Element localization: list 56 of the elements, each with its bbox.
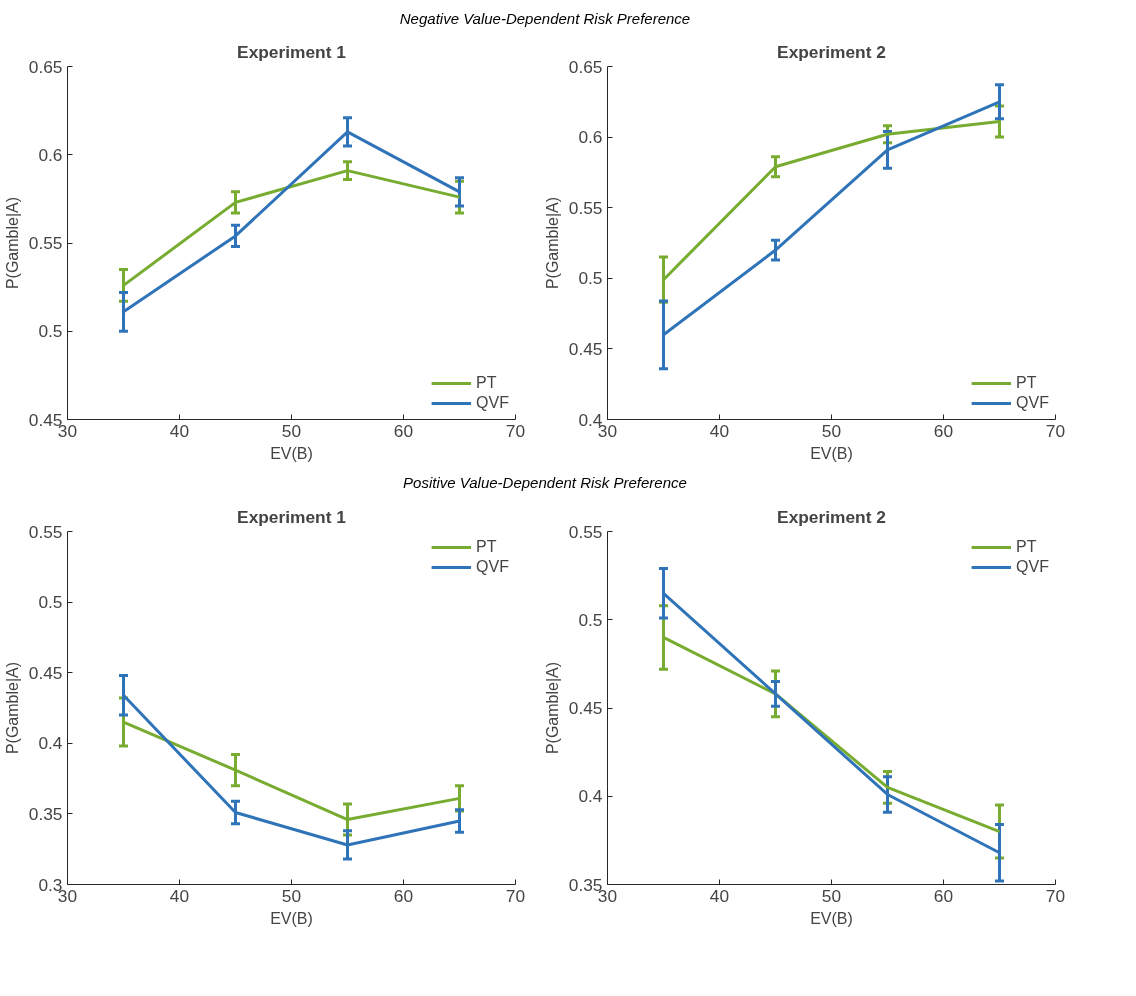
x-tick-label: 50 xyxy=(821,420,842,441)
y-tick-label: 0.4 xyxy=(38,733,63,754)
legend-label: QVF xyxy=(1016,394,1049,413)
x-tick-label: 40 xyxy=(169,885,190,906)
y-tick-label: 0.45 xyxy=(568,697,603,718)
y-tick-label: 0.5 xyxy=(38,591,63,612)
x-tick-label: 60 xyxy=(393,420,414,441)
y-tick-label: 0.45 xyxy=(28,662,63,683)
y-tick-label: 0.65 xyxy=(28,56,63,77)
x-tick-label: 40 xyxy=(709,420,730,441)
x-tick-label: 70 xyxy=(505,885,526,906)
y-tick-label: 0.65 xyxy=(568,56,603,77)
y-tick-label: 0.55 xyxy=(568,198,603,219)
legend-label: PT xyxy=(476,537,497,556)
y-tick-label: 0.6 xyxy=(38,145,63,166)
y-axis-title: P(Gamble|A) xyxy=(543,661,561,754)
y-tick-label: 0.5 xyxy=(38,321,63,342)
legend-label: PT xyxy=(1016,374,1037,393)
legend-label: QVF xyxy=(1016,557,1049,576)
x-tick-label: 40 xyxy=(169,420,190,441)
x-tick-label: 70 xyxy=(1045,885,1066,906)
legend-label: QVF xyxy=(476,557,509,576)
legend-label: PT xyxy=(476,374,497,393)
y-tick-label: 0.6 xyxy=(578,127,603,148)
x-axis-title: EV(B) xyxy=(270,444,313,462)
chart-subtitle: Positive Value-Dependent Risk Preference xyxy=(403,473,687,494)
x-tick-label: 70 xyxy=(505,420,526,441)
x-tick-label: 40 xyxy=(709,885,730,906)
x-tick-label: 60 xyxy=(933,420,954,441)
x-tick-label: 50 xyxy=(281,420,302,441)
x-tick-label: 50 xyxy=(821,885,842,906)
legend-label: PT xyxy=(1016,537,1037,556)
chart-title: Experiment 2 xyxy=(777,41,886,62)
chart-title: Experiment 2 xyxy=(777,506,886,527)
x-tick-label: 70 xyxy=(1045,420,1066,441)
y-tick-label: 0.5 xyxy=(578,609,603,630)
chart-title: Experiment 1 xyxy=(237,506,347,527)
chart-subtitle: Negative Value-Dependent Risk Preference xyxy=(399,9,691,29)
y-tick-label: 0.45 xyxy=(568,339,603,360)
x-axis-title: EV(B) xyxy=(270,909,313,927)
x-axis-title: EV(B) xyxy=(810,909,853,927)
y-tick-label: 0.4 xyxy=(578,786,603,807)
legend-label: QVF xyxy=(476,394,509,413)
y-tick-label: 0.55 xyxy=(28,233,63,254)
y-tick-label: 0.55 xyxy=(28,521,63,542)
y-tick-label: 0.55 xyxy=(568,521,603,542)
y-axis-title: P(Gamble|A) xyxy=(3,197,21,290)
chart-title: Experiment 1 xyxy=(237,41,347,62)
y-tick-label: 0.35 xyxy=(28,803,63,824)
y-tick-label: 0.5 xyxy=(578,268,603,289)
x-tick-label: 60 xyxy=(393,885,414,906)
x-tick-label: 60 xyxy=(933,885,954,906)
x-tick-label: 50 xyxy=(281,885,302,906)
x-axis-title: EV(B) xyxy=(810,444,853,462)
y-axis-title: P(Gamble|A) xyxy=(543,197,561,290)
y-axis-title: P(Gamble|A) xyxy=(3,661,21,754)
